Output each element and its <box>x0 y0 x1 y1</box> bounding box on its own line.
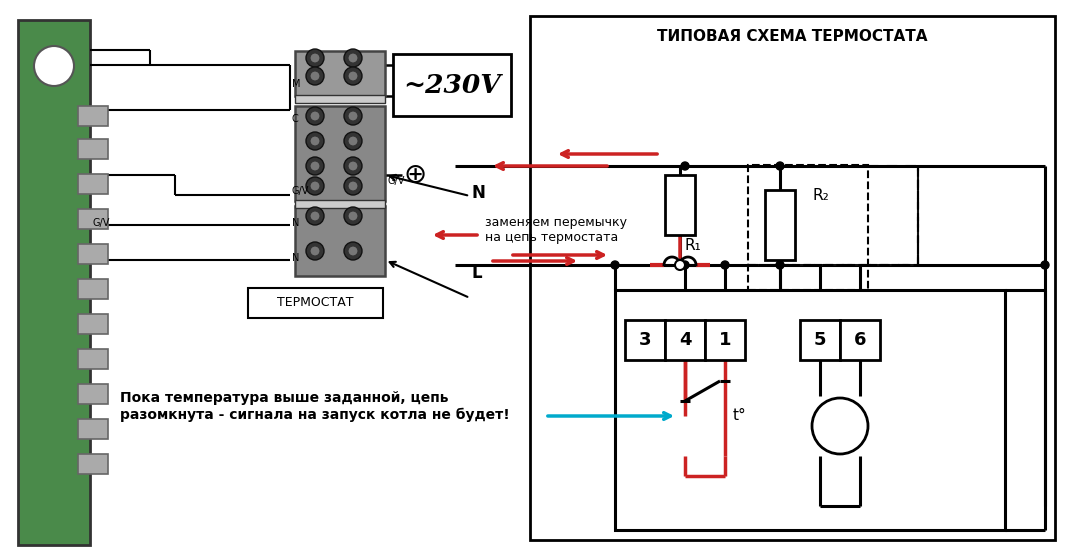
Circle shape <box>310 53 320 63</box>
Bar <box>665 320 705 360</box>
Bar <box>78 314 108 334</box>
Circle shape <box>344 242 362 260</box>
Text: 4: 4 <box>679 331 691 349</box>
Bar <box>78 106 108 126</box>
Circle shape <box>348 246 358 256</box>
Circle shape <box>344 157 362 175</box>
Circle shape <box>776 261 784 269</box>
Bar <box>78 174 108 194</box>
Bar <box>18 20 90 545</box>
Circle shape <box>681 261 689 269</box>
Bar <box>615 290 1005 530</box>
Bar <box>78 384 108 404</box>
Circle shape <box>306 207 325 225</box>
Bar <box>295 106 384 201</box>
Circle shape <box>344 207 362 225</box>
Text: 1: 1 <box>719 331 731 349</box>
Bar <box>748 165 868 290</box>
Bar <box>705 320 745 360</box>
Text: ~230V: ~230V <box>403 72 501 97</box>
Bar <box>530 16 1055 540</box>
Text: G/V: G/V <box>92 218 109 228</box>
Bar <box>625 320 665 360</box>
Bar <box>78 349 108 369</box>
Circle shape <box>348 111 358 121</box>
Circle shape <box>344 107 362 125</box>
Text: 3: 3 <box>638 331 651 349</box>
Circle shape <box>306 177 325 195</box>
Circle shape <box>310 161 320 171</box>
Text: L: L <box>472 264 483 282</box>
Circle shape <box>610 261 619 269</box>
Circle shape <box>348 53 358 63</box>
Text: t°: t° <box>733 409 746 424</box>
Circle shape <box>348 71 358 81</box>
Text: M: M <box>292 79 301 89</box>
Bar <box>78 209 108 229</box>
Text: G/V: G/V <box>388 176 406 186</box>
Circle shape <box>676 261 684 269</box>
Text: G/V: G/V <box>292 186 310 196</box>
Bar <box>295 95 384 103</box>
Circle shape <box>675 260 685 270</box>
Bar <box>248 288 383 318</box>
Circle shape <box>306 157 325 175</box>
Bar <box>78 279 108 299</box>
Bar <box>295 200 384 208</box>
Circle shape <box>344 177 362 195</box>
Circle shape <box>348 211 358 221</box>
Circle shape <box>310 246 320 256</box>
Circle shape <box>348 136 358 146</box>
Bar <box>295 206 384 276</box>
Circle shape <box>812 398 868 454</box>
Text: C: C <box>292 114 299 124</box>
Text: N: N <box>292 218 300 228</box>
Circle shape <box>344 49 362 67</box>
Bar <box>765 190 795 260</box>
Bar <box>78 244 108 264</box>
Bar <box>78 454 108 474</box>
Circle shape <box>776 162 784 170</box>
Text: 6: 6 <box>854 331 866 349</box>
Circle shape <box>721 261 729 269</box>
Bar <box>840 320 880 360</box>
Text: N: N <box>472 184 486 202</box>
Circle shape <box>310 71 320 81</box>
Text: N: N <box>292 253 300 263</box>
Circle shape <box>348 161 358 171</box>
Bar <box>393 54 511 116</box>
Circle shape <box>310 111 320 121</box>
Text: 5: 5 <box>814 331 826 349</box>
Circle shape <box>310 211 320 221</box>
Text: Пока температура выше заданной, цепь
разомкнута - сигнала на запуск котла не буд: Пока температура выше заданной, цепь раз… <box>120 391 510 421</box>
Circle shape <box>310 136 320 146</box>
Circle shape <box>310 181 320 191</box>
Text: R₂: R₂ <box>813 187 830 202</box>
Circle shape <box>344 67 362 85</box>
Circle shape <box>306 67 325 85</box>
Bar <box>78 139 108 159</box>
Circle shape <box>306 242 325 260</box>
Circle shape <box>1041 261 1049 269</box>
Text: R₁: R₁ <box>685 237 702 252</box>
Circle shape <box>34 46 74 86</box>
Circle shape <box>681 162 689 170</box>
Text: заменяем перемычку
на цепь термостата: заменяем перемычку на цепь термостата <box>485 216 627 244</box>
Circle shape <box>306 132 325 150</box>
Text: ТИПОВАЯ СХЕМА ТЕРМОСТАТА: ТИПОВАЯ СХЕМА ТЕРМОСТАТА <box>657 28 927 43</box>
Bar <box>665 175 695 235</box>
Circle shape <box>306 49 325 67</box>
Bar <box>78 419 108 439</box>
Bar <box>800 320 840 360</box>
Circle shape <box>348 181 358 191</box>
Text: ТЕРМОСТАТ: ТЕРМОСТАТ <box>276 296 353 310</box>
Text: ⊕: ⊕ <box>404 161 426 189</box>
Circle shape <box>306 107 325 125</box>
Circle shape <box>344 132 362 150</box>
Bar <box>295 51 384 96</box>
